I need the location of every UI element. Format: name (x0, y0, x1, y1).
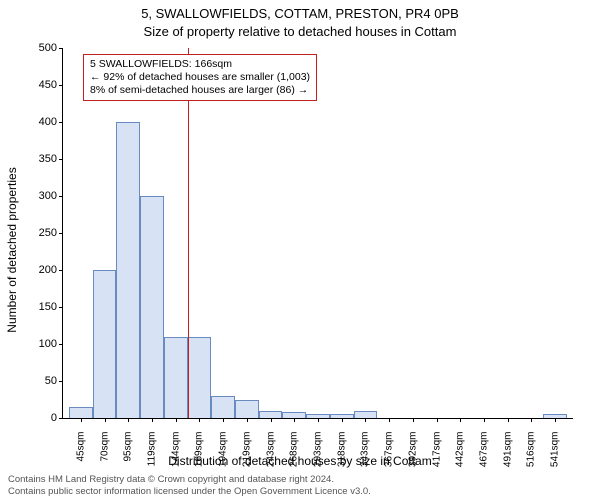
x-tick (105, 418, 106, 422)
bar (116, 122, 140, 418)
x-tick (389, 418, 390, 422)
annotation-line3: 8% of semi-detached houses are larger (8… (90, 84, 310, 97)
y-tick-label: 150 (17, 301, 57, 313)
x-tick (555, 418, 556, 422)
y-tick-label: 350 (17, 153, 57, 165)
y-tick (59, 307, 63, 308)
x-tick (342, 418, 343, 422)
x-axis-label: Distribution of detached houses by size … (0, 454, 600, 468)
bar (235, 400, 259, 419)
x-tick (531, 418, 532, 422)
bar (354, 411, 378, 418)
marker-line (188, 48, 189, 418)
y-tick-label: 200 (17, 264, 57, 276)
y-tick-label: 450 (17, 79, 57, 91)
annotation-line1: 5 SWALLOWFIELDS: 166sqm (90, 58, 310, 71)
y-tick (59, 381, 63, 382)
y-tick-label: 400 (17, 116, 57, 128)
y-tick (59, 196, 63, 197)
title-line2: Size of property relative to detached ho… (0, 24, 600, 39)
bar (164, 337, 188, 418)
x-tick (128, 418, 129, 422)
y-tick-label: 50 (17, 375, 57, 387)
x-tick (152, 418, 153, 422)
x-tick (294, 418, 295, 422)
y-tick (59, 270, 63, 271)
y-tick (59, 159, 63, 160)
y-tick (59, 233, 63, 234)
y-tick-label: 0 (17, 412, 57, 424)
bar (259, 411, 283, 418)
x-tick (413, 418, 414, 422)
footer-line2: Contains public sector information licen… (8, 486, 371, 497)
y-tick (59, 85, 63, 86)
y-tick (59, 418, 63, 419)
y-tick-label: 300 (17, 190, 57, 202)
bar (69, 407, 93, 418)
footer-line1: Contains HM Land Registry data © Crown c… (8, 474, 371, 485)
chart-container: 5, SWALLOWFIELDS, COTTAM, PRESTON, PR4 0… (0, 0, 600, 500)
x-tick (365, 418, 366, 422)
x-tick (199, 418, 200, 422)
x-tick (271, 418, 272, 422)
x-tick (318, 418, 319, 422)
x-tick (176, 418, 177, 422)
y-tick-label: 500 (17, 42, 57, 54)
bar (93, 270, 117, 418)
x-tick (484, 418, 485, 422)
x-tick (247, 418, 248, 422)
plot-area: 05010015020025030035040045050045sqm70sqm… (62, 48, 573, 419)
x-tick (223, 418, 224, 422)
x-tick (508, 418, 509, 422)
y-tick-label: 100 (17, 338, 57, 350)
title-line1: 5, SWALLOWFIELDS, COTTAM, PRESTON, PR4 0… (0, 6, 600, 21)
annotation-box: 5 SWALLOWFIELDS: 166sqm ← 92% of detache… (83, 54, 317, 101)
x-tick (437, 418, 438, 422)
bar (188, 337, 212, 418)
bar (211, 396, 235, 418)
y-tick (59, 122, 63, 123)
footer-attribution: Contains HM Land Registry data © Crown c… (8, 474, 371, 497)
x-tick (460, 418, 461, 422)
y-tick-label: 250 (17, 227, 57, 239)
y-tick (59, 344, 63, 345)
x-tick (81, 418, 82, 422)
y-tick (59, 48, 63, 49)
bar (140, 196, 164, 418)
annotation-line2: ← 92% of detached houses are smaller (1,… (90, 71, 310, 84)
